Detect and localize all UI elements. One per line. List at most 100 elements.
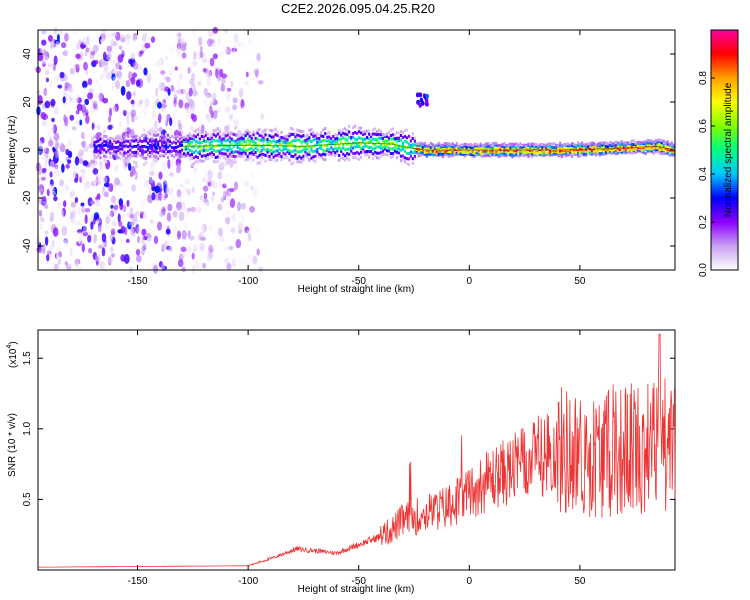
ridge-cell	[190, 149, 193, 153]
ridge-cell	[115, 137, 118, 141]
ridge-cell	[421, 145, 424, 149]
ridge-cell	[318, 133, 321, 137]
noise-cell	[84, 214, 88, 225]
colorbar-tick-label: 0.0	[698, 263, 709, 277]
ridge-cell	[254, 143, 257, 147]
ridge-cell	[218, 151, 221, 155]
ridge-cell	[551, 153, 554, 157]
ridge-cell	[403, 135, 406, 139]
ridge-cell	[268, 158, 271, 161]
noise-cell	[106, 231, 111, 238]
noise-cell	[201, 177, 205, 183]
noise-cell	[125, 80, 130, 88]
ridge-cell	[224, 134, 227, 138]
noise-cell	[111, 83, 115, 92]
noise-cell	[260, 113, 264, 121]
noise-cell	[206, 77, 212, 87]
ridge-cell	[268, 143, 271, 147]
ridge-cell	[117, 149, 120, 153]
noise-cell	[41, 29, 47, 35]
ridge-cell	[314, 134, 317, 138]
ridge-cell	[383, 133, 387, 137]
noise-cell	[102, 234, 106, 242]
ridge-cell	[196, 156, 199, 160]
noise-cell	[138, 32, 144, 40]
ridge-cell	[135, 134, 138, 138]
ridge-cell	[539, 152, 542, 156]
ridge-cell	[668, 143, 671, 147]
ridge-cell	[405, 157, 408, 161]
snr-ylabel: SNR (10 * v/v)	[7, 413, 18, 477]
ridge-cell	[103, 139, 106, 143]
ridge-cell	[161, 133, 164, 137]
noise-cell	[250, 171, 255, 180]
noise-cell	[54, 75, 59, 80]
ridge-cell	[521, 143, 524, 147]
noise-cell	[185, 106, 190, 114]
ridge-cell	[176, 150, 180, 154]
noise-cell	[85, 128, 91, 138]
noise-cell	[120, 49, 126, 55]
ridge-cell	[121, 147, 124, 151]
ridge-cell	[614, 145, 617, 149]
ridge-cell	[105, 160, 108, 164]
ridge-cell	[214, 139, 217, 143]
noise-cell	[206, 116, 213, 124]
ridge-cell	[336, 139, 339, 143]
ridge-cell	[276, 149, 279, 153]
noise-cell	[230, 174, 237, 179]
ridge-cell	[99, 151, 102, 155]
noise-cell	[208, 244, 214, 253]
ridge-cell	[642, 150, 645, 154]
ridge-cell	[172, 135, 176, 139]
ridge-cell	[485, 149, 488, 152]
ridge-cell	[240, 154, 243, 158]
ridge-cell	[648, 141, 651, 145]
noise-cell	[75, 120, 80, 125]
ridge-cell	[399, 159, 403, 163]
ridge-cell	[592, 151, 596, 155]
noise-cell	[132, 61, 139, 70]
ridge-cell	[567, 142, 570, 146]
noise-cell	[207, 255, 212, 262]
ridge-cell	[477, 147, 480, 150]
ridge-cell	[188, 140, 191, 144]
ridge-cell	[304, 148, 307, 152]
ridge-cell	[220, 153, 223, 157]
ridge-cell	[529, 150, 532, 154]
ridge-cell	[511, 155, 514, 159]
ridge-cell	[310, 140, 313, 143]
noise-cell	[71, 126, 77, 131]
ridge-cell	[666, 148, 669, 151]
noise-cell	[148, 170, 155, 176]
ridge-cell	[527, 154, 530, 158]
ridge-cell	[656, 150, 659, 154]
ridge-cell	[529, 145, 532, 149]
ridge-cell	[274, 133, 277, 137]
ridge-cell	[121, 144, 124, 148]
ridge-cell	[153, 139, 156, 143]
ridge-cell	[206, 144, 209, 148]
noise-cell	[53, 106, 59, 115]
ridge-cell	[320, 155, 323, 159]
ridge-cell	[634, 143, 637, 147]
noise-cell	[62, 182, 68, 188]
ridge-cell	[642, 140, 645, 144]
ridge-cell	[403, 139, 406, 143]
ridge-cell	[670, 152, 673, 156]
ridge-cell	[477, 152, 480, 156]
ridge-cell	[421, 150, 424, 154]
noise-cell	[212, 124, 218, 129]
ridge-cell	[431, 153, 434, 157]
ridge-cell	[445, 147, 448, 151]
ridge-cell	[364, 142, 367, 146]
spectrogram-frame	[37, 29, 676, 271]
noise-cell	[203, 192, 208, 200]
ridge-cell	[274, 140, 277, 144]
ridge-cell	[218, 143, 221, 147]
ridge-cell	[672, 145, 675, 149]
ridge-cell	[338, 146, 341, 150]
ridge-cell	[306, 155, 309, 159]
ridge-cell	[99, 132, 102, 136]
noise-cell	[36, 246, 42, 253]
